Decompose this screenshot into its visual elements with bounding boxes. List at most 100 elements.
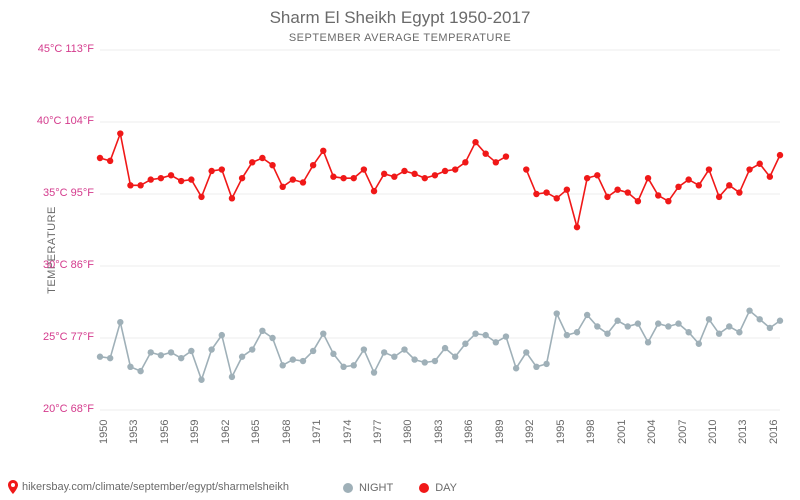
series-point-night [716,330,722,336]
x-tick-label: 2016 [768,420,780,444]
series-point-day [158,175,164,181]
map-pin-icon [8,480,18,494]
series-point-day [777,152,783,158]
series-point-day [168,172,174,178]
series-point-day [503,153,509,159]
series-point-night [625,323,631,329]
series-point-day [148,176,154,182]
series-point-day [391,174,397,180]
y-tick-label: 20°C 68°F [43,403,94,415]
series-point-night [635,320,641,326]
series-line-day [100,134,506,199]
series-point-night [168,349,174,355]
series-point-night [137,368,143,374]
legend-marker-night [343,483,353,493]
series-point-night [259,328,265,334]
series-point-night [685,329,691,335]
series-point-night [229,374,235,380]
series-point-night [655,320,661,326]
series-point-night [452,354,458,360]
source-url: hikersbay.com/climate/september/egypt/sh… [22,481,289,493]
series-point-day [259,155,265,161]
series-point-day [685,176,691,182]
series-point-day [736,189,742,195]
series-point-night [290,356,296,362]
x-tick-label: 1992 [524,420,536,444]
series-point-night [401,346,407,352]
series-point-night [127,364,133,370]
series-point-night [351,362,357,368]
series-point-day [117,130,123,136]
series-point-night [503,333,509,339]
x-tick-label: 1980 [402,420,414,444]
series-point-day [432,172,438,178]
series-point-night [249,346,255,352]
series-point-day [320,148,326,154]
series-point-day [279,184,285,190]
series-point-day [564,186,570,192]
x-tick-label: 2007 [677,420,689,444]
series-point-day [757,161,763,167]
series-point-night [239,354,245,360]
series-point-night [310,348,316,354]
x-tick-label: 2004 [646,420,658,444]
series-point-night [279,362,285,368]
series-point-night [777,318,783,324]
x-tick-label: 1956 [159,420,171,444]
series-point-night [513,365,519,371]
series-point-night [97,354,103,360]
legend-marker-day [419,483,429,493]
series-point-night [462,341,468,347]
series-point-night [574,329,580,335]
series-point-day [198,194,204,200]
series-point-day [188,176,194,182]
x-tick-label: 2001 [616,420,628,444]
y-tick-label: 25°C 77°F [43,331,94,343]
series-point-night [411,356,417,362]
series-point-day [625,189,631,195]
series-point-day [574,224,580,230]
series-point-day [401,168,407,174]
series-point-day [746,166,752,172]
x-tick-label: 1989 [494,420,506,444]
y-axis-label: TEMPERATURE [46,206,58,294]
series-point-night [554,310,560,316]
series-point-day [533,191,539,197]
x-tick-label: 2013 [737,420,749,444]
y-tick-label: 30°C 86°F [43,259,94,271]
series-point-night [219,332,225,338]
y-tick-label: 35°C 95°F [43,187,94,199]
chart-title: Sharm El Sheikh Egypt 1950-2017 [0,8,800,28]
series-point-day [178,178,184,184]
series-point-day [696,182,702,188]
series-point-night [614,318,620,324]
series-point-day [300,179,306,185]
series-point-day [614,186,620,192]
series-point-day [604,194,610,200]
series-point-night [604,330,610,336]
x-tick-label: 1983 [433,420,445,444]
series-point-day [422,175,428,181]
series-point-night [472,330,478,336]
series-point-day [239,175,245,181]
series-point-night [594,323,600,329]
series-point-day [249,159,255,165]
series-point-night [482,332,488,338]
series-point-day [351,175,357,181]
series-point-day [493,159,499,165]
series-point-day [665,198,671,204]
series-point-night [726,323,732,329]
series-point-night [371,369,377,375]
series-point-day [371,188,377,194]
series-point-night [736,329,742,335]
x-tick-label: 1974 [342,420,354,444]
series-point-day [767,174,773,180]
series-point-day [208,168,214,174]
series-point-night [746,307,752,313]
x-tick-label: 1998 [585,420,597,444]
series-point-day [482,150,488,156]
series-point-day [361,166,367,172]
series-point-night [340,364,346,370]
series-point-night [432,358,438,364]
series-point-night [178,355,184,361]
